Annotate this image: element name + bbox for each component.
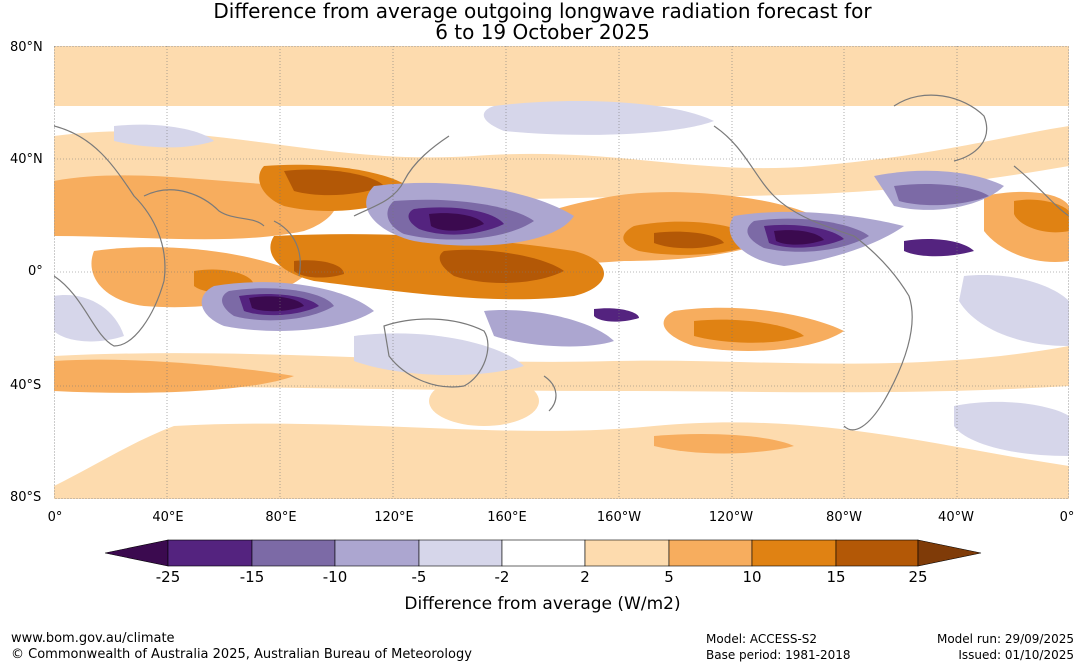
anomaly-field-lightest-purple (54, 101, 1069, 456)
lon-label-160e: 160°E (487, 510, 527, 525)
colorbar-segment (668, 539, 753, 567)
copyright-text: © Commonwealth of Australia 2025, Austra… (11, 647, 472, 662)
lon-label-0: 0° (47, 510, 63, 525)
colorbar-tick: 10 (742, 568, 762, 586)
colorbar (105, 539, 982, 567)
olr-anomaly-map (54, 46, 1069, 499)
colorbar-tick: 15 (826, 568, 846, 586)
lon-label-80w: 80°W (826, 510, 862, 525)
colorbar-segment (251, 539, 336, 567)
lon-label-0-right: 0° (1059, 510, 1075, 525)
colorbar-tick: -2 (494, 568, 510, 586)
colorbar-tick: -5 (411, 568, 427, 586)
website-link[interactable]: www.bom.gov.au/climate (11, 631, 175, 646)
lon-label-160w: 160°W (596, 510, 642, 525)
base-period: Base period: 1981-2018 (706, 648, 851, 662)
lat-label-40n: 40°N (10, 152, 43, 167)
colorbar-arrow-right (917, 539, 982, 567)
chart-title-line1: Difference from average outgoing longwav… (213, 0, 872, 23)
lon-label-120e: 120°E (374, 510, 414, 525)
colorbar-segment (418, 539, 503, 567)
colorbar-tick: 5 (664, 568, 674, 586)
colorbar-segment (334, 539, 420, 567)
anomaly-field-darkest-purple (249, 213, 824, 312)
chart-title-line2: 6 to 19 October 2025 (435, 20, 650, 44)
graticule (54, 46, 1069, 499)
colorbar-arrow-left (105, 539, 169, 567)
anomaly-field-darkest-orange (284, 169, 724, 283)
colorbar-segment (751, 539, 837, 567)
lat-label-80s: 80°S (10, 490, 42, 505)
colorbar-tick: 2 (580, 568, 590, 586)
issued-date: Issued: 01/10/2025 (958, 648, 1074, 662)
lon-label-40w: 40°W (938, 510, 974, 525)
lon-label-120w: 120°W (708, 510, 754, 525)
model-name: Model: ACCESS-S2 (706, 632, 818, 646)
lat-label-80n: 80°N (10, 40, 43, 55)
colorbar-tick: -15 (239, 568, 265, 586)
colorbar-segment (501, 539, 586, 567)
colorbar-tick: -25 (155, 568, 181, 586)
lon-label-40e: 40°E (152, 510, 184, 525)
lat-label-equator: 0° (28, 264, 43, 279)
colorbar-segment (584, 539, 670, 567)
model-run-date: Model run: 29/09/2025 (936, 632, 1074, 646)
colorbar-tick: 25 (908, 568, 928, 586)
lon-label-80e: 80°E (265, 510, 297, 525)
colorbar-label: Difference from average (W/m2) (404, 594, 681, 614)
colorbar-tick: -10 (322, 568, 348, 586)
coastlines (54, 94, 1069, 431)
lat-label-40s: 40°S (10, 378, 42, 393)
colorbar-segment (835, 539, 919, 567)
colorbar-segment (167, 539, 253, 567)
